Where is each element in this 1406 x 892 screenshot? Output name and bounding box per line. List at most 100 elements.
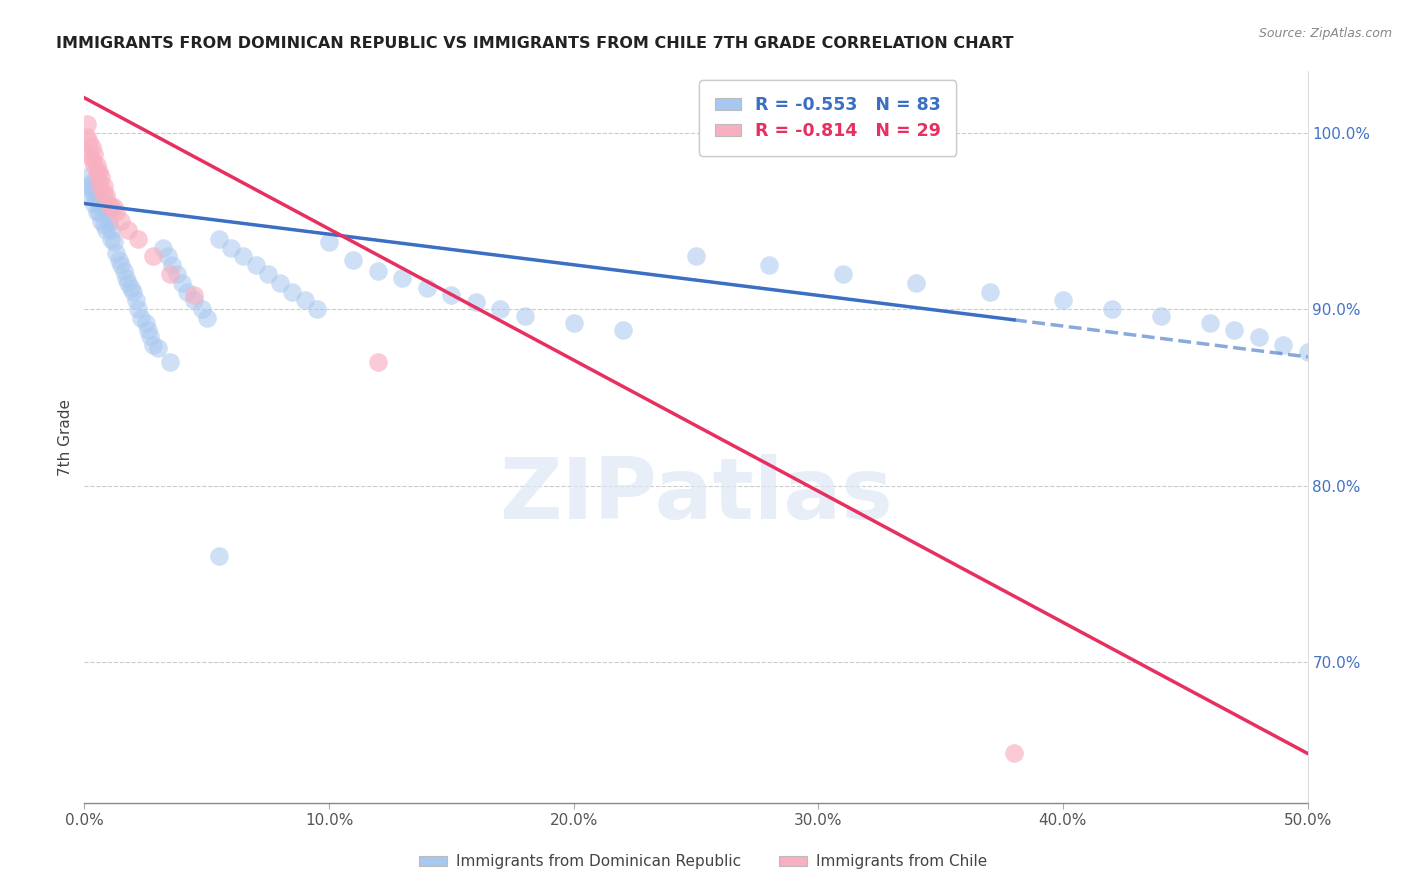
Point	[76, 117, 98, 131]
Point	[440, 288, 463, 302]
Point	[758, 258, 780, 272]
Point	[87, 175, 110, 189]
Point	[367, 263, 389, 277]
Point	[90, 182, 112, 196]
Point	[294, 293, 316, 308]
Point	[1002, 747, 1025, 761]
Legend: Immigrants from Dominican Republic, Immigrants from Chile: Immigrants from Dominican Republic, Immi…	[413, 848, 993, 875]
Point	[685, 249, 707, 263]
Point	[391, 270, 413, 285]
Point	[83, 196, 105, 211]
Point	[86, 205, 108, 219]
Point	[96, 223, 118, 237]
Point	[107, 252, 129, 267]
Point	[83, 147, 105, 161]
Point	[1272, 337, 1295, 351]
Point	[120, 281, 142, 295]
Point	[110, 258, 132, 272]
Point	[105, 205, 128, 219]
Point	[1101, 302, 1123, 317]
Point	[183, 288, 205, 302]
Text: IMMIGRANTS FROM DOMINICAN REPUBLIC VS IMMIGRANTS FROM CHILE 7TH GRADE CORRELATIO: IMMIGRANTS FROM DOMINICAN REPUBLIC VS IM…	[56, 36, 1014, 51]
Point	[93, 178, 115, 193]
Point	[93, 187, 115, 202]
Point	[142, 249, 165, 263]
Point	[489, 302, 512, 317]
Point	[117, 223, 139, 237]
Point	[77, 178, 100, 193]
Point	[367, 355, 389, 369]
Point	[127, 302, 149, 317]
Point	[77, 135, 100, 149]
Point	[86, 178, 108, 193]
Point	[76, 170, 98, 185]
Point	[77, 147, 100, 161]
Point	[208, 549, 231, 563]
Point	[1150, 310, 1173, 324]
Point	[905, 276, 928, 290]
Point	[219, 241, 242, 255]
Point	[96, 205, 118, 219]
Y-axis label: 7th Grade: 7th Grade	[58, 399, 73, 475]
Point	[87, 165, 110, 179]
Point	[90, 170, 112, 185]
Point	[159, 267, 181, 281]
Point	[112, 263, 135, 277]
Point	[90, 196, 112, 211]
Point	[281, 285, 304, 299]
Point	[513, 310, 536, 324]
Point	[83, 158, 105, 172]
Point	[97, 200, 120, 214]
Point	[1198, 317, 1220, 331]
Point	[166, 267, 188, 281]
Point	[86, 187, 108, 202]
Point	[979, 285, 1001, 299]
Point	[1247, 330, 1270, 344]
Point	[195, 311, 218, 326]
Point	[97, 214, 120, 228]
Point	[831, 267, 853, 281]
Point	[127, 232, 149, 246]
Point	[76, 129, 98, 144]
Point	[80, 182, 103, 196]
Point	[232, 249, 254, 263]
Point	[87, 196, 110, 211]
Point	[159, 355, 181, 369]
Point	[1052, 293, 1074, 308]
Text: ZIPatlas: ZIPatlas	[499, 454, 893, 537]
Point	[125, 293, 148, 308]
Point	[208, 232, 231, 246]
Point	[1223, 323, 1246, 337]
Point	[103, 235, 125, 250]
Point	[464, 295, 486, 310]
Point	[162, 258, 184, 272]
Point	[105, 246, 128, 260]
Point	[183, 293, 205, 308]
Point	[97, 196, 120, 211]
Point	[83, 187, 105, 202]
Point	[86, 158, 108, 172]
Point	[86, 165, 108, 179]
Point	[269, 276, 291, 290]
Point	[245, 258, 267, 272]
Point	[152, 241, 174, 255]
Point	[342, 252, 364, 267]
Point	[142, 337, 165, 351]
Point	[122, 285, 145, 299]
Point	[103, 200, 125, 214]
Text: Source: ZipAtlas.com: Source: ZipAtlas.com	[1258, 27, 1392, 40]
Point	[110, 214, 132, 228]
Point	[77, 187, 100, 202]
Point	[1296, 344, 1319, 359]
Point	[90, 214, 112, 228]
Point	[305, 302, 328, 317]
Point	[562, 317, 585, 331]
Point	[172, 276, 194, 290]
Point	[100, 223, 122, 237]
Point	[80, 153, 103, 167]
Point	[100, 232, 122, 246]
Point	[146, 341, 169, 355]
Point	[100, 200, 122, 214]
Point	[176, 285, 198, 299]
Point	[87, 205, 110, 219]
